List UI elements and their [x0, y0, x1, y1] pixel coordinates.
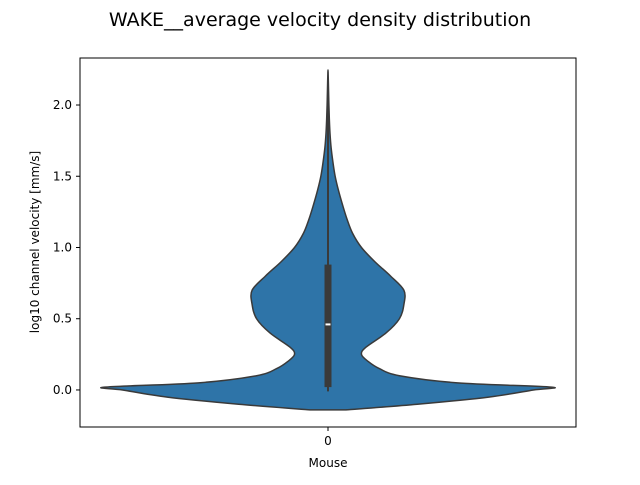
y-tick-label: 1.5 — [53, 169, 72, 183]
y-axis-label: log10 channel velocity [mm/s] — [28, 151, 42, 333]
y-tick-label: 2.0 — [53, 98, 72, 112]
violin-iqr-box — [324, 264, 332, 388]
x-tick-label: 0 — [324, 434, 332, 448]
y-tick-label: 1.0 — [53, 240, 72, 254]
y-axis: 0.0 0.5 1.0 1.5 2.0 — [53, 98, 80, 397]
x-axis: 0 — [324, 427, 332, 448]
chart-title: WAKE__average velocity density distribut… — [109, 9, 531, 31]
y-tick-label: 0.5 — [53, 312, 72, 326]
x-axis-label: Mouse — [309, 456, 348, 470]
y-tick-label: 0.0 — [53, 383, 72, 397]
plot-area — [100, 69, 556, 411]
